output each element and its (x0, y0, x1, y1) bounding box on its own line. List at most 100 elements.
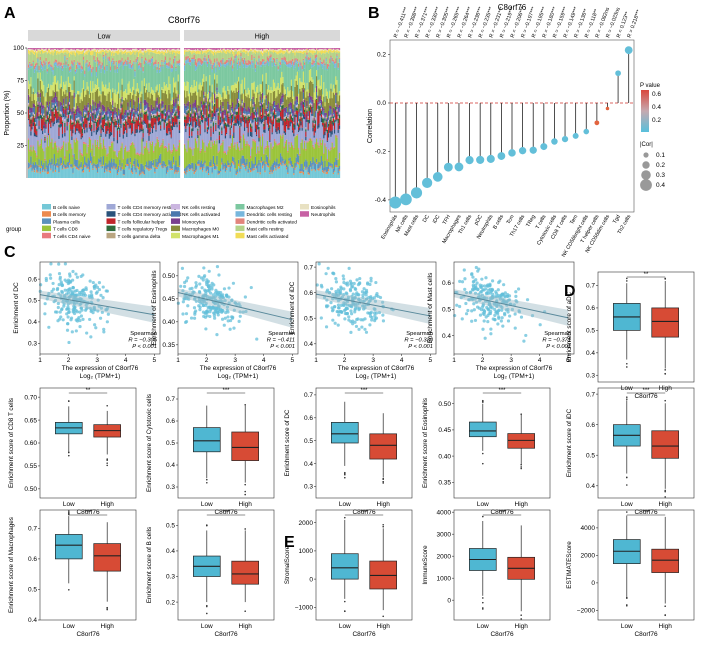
bar-segment (257, 163, 259, 173)
bar-segment (139, 154, 141, 156)
stacked-bar (132, 48, 134, 178)
bar-segment (156, 53, 158, 67)
bar-segment (134, 108, 136, 112)
bar-segment (190, 107, 192, 111)
bar-segment (247, 132, 249, 137)
bar-segment (187, 140, 189, 165)
bar-segment (99, 124, 101, 136)
bar-segment (252, 48, 254, 50)
bar-segment (184, 116, 186, 120)
bar-segment (236, 169, 239, 172)
bar-segment (238, 48, 240, 50)
bar-segment (127, 122, 129, 125)
bar-segment (51, 108, 53, 109)
bar-segment (150, 115, 153, 118)
bar-segment (134, 148, 136, 159)
bar-segment (259, 48, 261, 51)
bar-segment (54, 61, 57, 65)
bar-segment (46, 73, 49, 88)
bar-segment (120, 65, 122, 91)
bar-segment (251, 160, 253, 171)
bar-segment (264, 66, 266, 96)
bar-segment (228, 89, 230, 95)
bar-segment (134, 170, 136, 178)
bar-segment (54, 48, 57, 49)
bar-segment (238, 102, 240, 108)
bar-segment (132, 120, 134, 124)
bar-segment (151, 51, 154, 53)
stacked-bar (250, 48, 252, 178)
bar-segment (45, 50, 47, 52)
bar-segment (269, 172, 271, 175)
bar-segment (118, 93, 120, 109)
bar-segment (192, 116, 194, 119)
bar-segment (218, 51, 221, 53)
bar-segment (70, 112, 72, 114)
bar-segment (132, 63, 134, 66)
bar-segment (61, 65, 64, 69)
bar-segment (221, 59, 223, 65)
bar-segment (284, 61, 287, 65)
bar-segment (82, 80, 85, 90)
bar-segment (111, 110, 113, 114)
bar-segment (59, 127, 61, 149)
bar-segment (236, 55, 239, 63)
bar-segment (212, 164, 215, 167)
bar-segment (218, 126, 221, 130)
bar-segment (247, 173, 249, 178)
bar-segment (221, 135, 223, 143)
bar-segment (146, 161, 148, 168)
bar-segment (268, 111, 270, 113)
bar-segment (280, 67, 282, 78)
bar-segment (205, 104, 207, 106)
bar-segment (209, 166, 211, 178)
bar-segment (116, 66, 119, 69)
bar-segment (168, 127, 170, 132)
bar-segment (95, 111, 98, 119)
bar-segment (139, 175, 141, 178)
bar-segment (37, 78, 39, 93)
bar-segment (60, 52, 63, 63)
bar-segment (146, 83, 148, 90)
bar-segment (47, 106, 50, 110)
bar-segment (70, 114, 72, 116)
bar-segment (203, 99, 205, 102)
bar-segment (120, 98, 122, 104)
bar-segment (148, 63, 150, 83)
bar-segment (235, 54, 237, 56)
bar-segment (39, 49, 42, 51)
bar-segment (144, 114, 147, 124)
bar-segment (215, 116, 217, 121)
bar-segment (95, 51, 98, 57)
bar-segment (57, 106, 59, 111)
bar-segment (112, 169, 114, 178)
bar-segment (238, 50, 240, 55)
bar-segment (127, 62, 129, 84)
bar-segment (263, 61, 265, 65)
bar-segment (176, 52, 178, 61)
bar-segment (42, 70, 44, 82)
bar-segment (235, 104, 237, 107)
bar-segment (191, 54, 193, 58)
bar-segment (150, 117, 153, 127)
bar-segment (161, 89, 163, 102)
bar-segment (37, 57, 39, 59)
bar-segment (66, 121, 68, 127)
bar-segment (105, 114, 107, 121)
bar-segment (165, 123, 168, 127)
bar-segment (191, 61, 193, 86)
bar-segment (57, 165, 59, 168)
bar-segment (111, 116, 113, 117)
bar-segment (58, 138, 60, 147)
bar-segment (46, 68, 49, 72)
bar-segment (227, 150, 229, 152)
bar-segment (283, 60, 285, 64)
bar-segment (238, 125, 240, 147)
bar-segment (38, 113, 40, 117)
bar-segment (235, 106, 237, 110)
bar-segment (163, 119, 165, 123)
bar-segment (30, 50, 32, 52)
bar-segment (160, 121, 162, 126)
bar-segment (78, 50, 80, 56)
bar-segment (236, 50, 239, 52)
